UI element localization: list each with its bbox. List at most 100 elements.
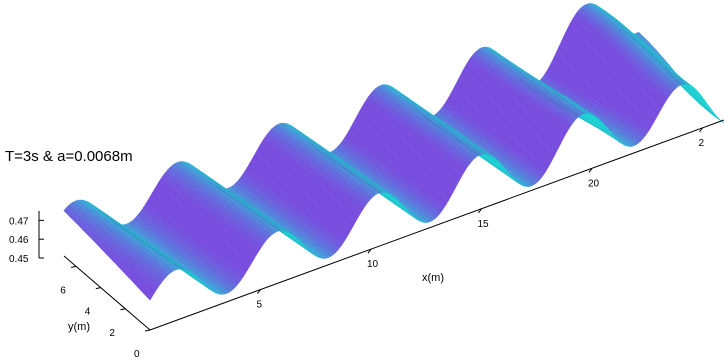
- mesh-line: [439, 110, 526, 187]
- mesh-line: [209, 181, 297, 239]
- mesh-line: [333, 150, 420, 222]
- mesh-line: [351, 126, 438, 217]
- mesh-line: [85, 200, 173, 272]
- mesh-line: [284, 123, 372, 199]
- mesh-line: [523, 83, 610, 132]
- mesh-line: [130, 222, 217, 294]
- mesh-line: [289, 124, 376, 195]
- mesh-line: [280, 123, 367, 205]
- mesh-line: [187, 162, 274, 234]
- mesh-line: [236, 182, 323, 259]
- mesh-line: [342, 141, 429, 223]
- mesh-line: [147, 200, 235, 289]
- surface-mesh: [63, 3, 724, 301]
- mesh-line: [585, 4, 672, 93]
- mesh-line: [496, 52, 584, 115]
- mesh-line: [143, 207, 230, 293]
- mesh-line: [527, 85, 615, 137]
- mesh-line: [160, 178, 248, 271]
- mesh-line: [474, 52, 562, 143]
- x-tick-mark: [257, 289, 261, 294]
- y-tick-mark: [71, 265, 77, 268]
- mesh-line: [359, 110, 447, 205]
- mesh-line: [611, 19, 699, 93]
- mesh-line: [271, 128, 358, 218]
- mesh-line: [598, 6, 685, 85]
- mesh-line: [377, 86, 464, 173]
- mesh-line: [625, 32, 712, 110]
- mesh-line: [169, 167, 257, 256]
- mesh-line: [298, 131, 385, 193]
- mesh-line: [479, 48, 566, 135]
- mesh-line: [452, 89, 540, 181]
- mesh-line: [519, 79, 606, 127]
- mesh-line: [293, 127, 380, 193]
- x-tick-mark: [367, 248, 372, 254]
- mesh-line: [138, 213, 226, 294]
- mesh-line: [386, 84, 473, 161]
- mesh-line: [306, 140, 394, 197]
- mesh-line: [72, 202, 159, 287]
- mesh-line: [156, 185, 243, 278]
- y-tick-label: 0: [134, 349, 140, 360]
- mesh-line: [240, 177, 327, 259]
- mesh-line: [275, 125, 363, 211]
- y-tick-mark: [95, 287, 101, 290]
- mesh-line: [63, 210, 151, 301]
- x-tick-mark: [588, 168, 593, 173]
- mesh-line: [68, 205, 155, 294]
- mesh-line: [196, 168, 283, 231]
- mesh-line: [152, 192, 239, 284]
- mesh-line: [589, 3, 677, 89]
- mesh-line: [222, 188, 310, 252]
- mesh-line: [346, 134, 434, 221]
- mesh-line: [510, 69, 597, 118]
- mesh-line: [320, 151, 407, 210]
- mesh-line: [492, 49, 579, 117]
- x-tick-mark: [699, 127, 703, 133]
- mesh-line: [174, 163, 261, 249]
- mesh-line: [532, 85, 619, 142]
- mesh-line: [404, 98, 491, 156]
- mesh-line: [103, 214, 190, 273]
- mesh-line: [395, 89, 482, 155]
- mesh-line: [435, 114, 522, 186]
- mesh-line: [465, 64, 553, 161]
- mesh-line: [567, 27, 655, 123]
- axes: [38, 119, 724, 331]
- mesh-line: [558, 46, 646, 137]
- mesh-line: [249, 163, 336, 253]
- z-tick-label: 0.45: [9, 254, 29, 265]
- mesh-line: [200, 172, 288, 233]
- mesh-line: [443, 104, 531, 187]
- mesh-line: [594, 4, 681, 86]
- mesh-line: [412, 108, 500, 163]
- mesh-line: [602, 10, 690, 86]
- y-tick-mark: [120, 308, 126, 311]
- mesh-line: [121, 224, 208, 288]
- mesh-line: [505, 63, 593, 115]
- mesh-line: [205, 177, 292, 235]
- mesh-line: [399, 93, 487, 155]
- x-tick-label: 2: [699, 138, 705, 149]
- mesh-line: [214, 185, 301, 243]
- mesh-line: [337, 146, 425, 223]
- mesh-line: [541, 78, 628, 147]
- mesh-line: [461, 72, 548, 168]
- mesh-line: [536, 83, 624, 145]
- mesh-line: [448, 97, 535, 185]
- mesh-line: [549, 65, 637, 145]
- x-tick-label: 15: [478, 219, 490, 230]
- mesh-line: [231, 186, 319, 258]
- mesh-line: [616, 24, 703, 98]
- mesh-line: [165, 172, 252, 263]
- mesh-line: [178, 161, 266, 243]
- mesh-line: [514, 75, 601, 122]
- y-axis-line: [63, 255, 151, 331]
- y-axis-label: y(m): [68, 321, 90, 333]
- y-tick-label: 4: [85, 307, 91, 318]
- z-tick-label: 0.47: [9, 216, 29, 227]
- mesh-line: [112, 221, 199, 280]
- mesh-line: [572, 19, 659, 115]
- mesh-line: [355, 118, 442, 212]
